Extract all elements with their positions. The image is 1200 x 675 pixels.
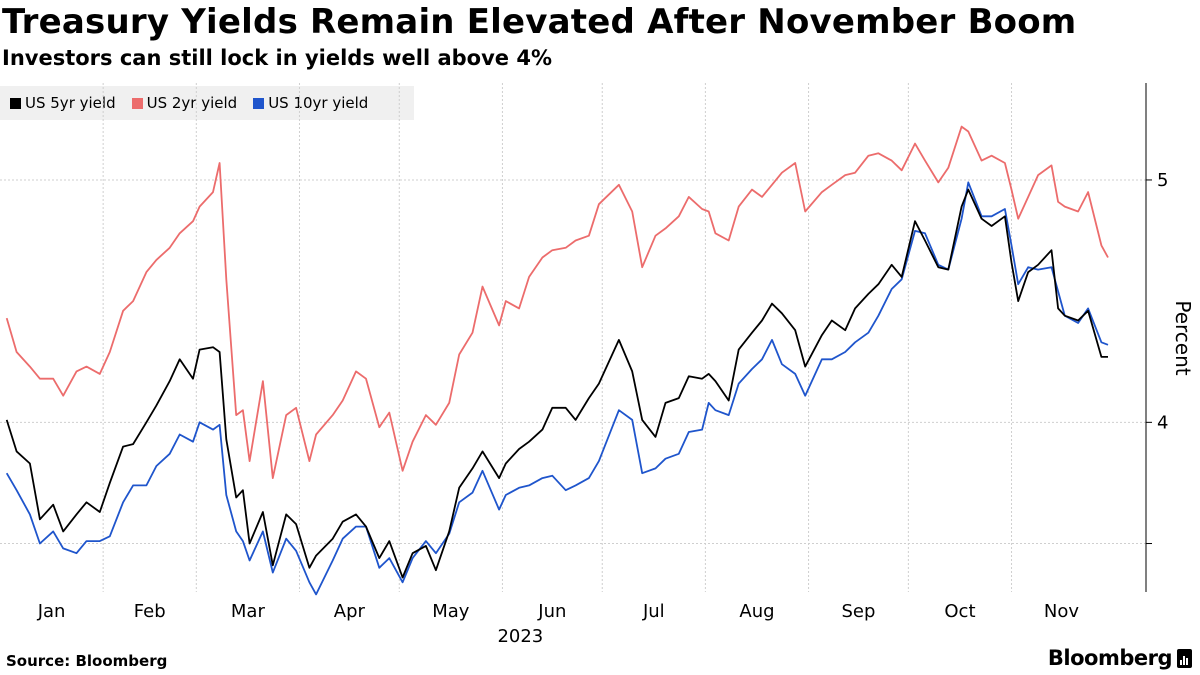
x-axis-year-label: 2023 <box>497 626 543 647</box>
us-2yr-yield-line <box>5 125 1109 479</box>
x-tick-label: Aug <box>739 601 774 622</box>
x-tick-label: Oct <box>944 601 975 622</box>
legend-label-2yr: US 2yr yield <box>146 94 238 112</box>
x-tick-label: Apr <box>334 601 366 622</box>
legend-item-5yr: US 5yr yield <box>10 94 116 112</box>
y-tick-label: 4 <box>1157 412 1168 433</box>
legend-item-10yr: US 10yr yield <box>253 94 368 112</box>
legend-label-5yr: US 5yr yield <box>25 94 116 112</box>
source-note: Source: Bloomberg <box>6 652 168 670</box>
chart-subtitle: Investors can still lock in yields well … <box>2 46 553 70</box>
y-axis-label: Percent <box>1171 300 1195 375</box>
us-5yr-yield-line <box>5 188 1108 579</box>
x-tick-label: Jan <box>37 601 66 622</box>
brand-text: Bloomberg <box>1047 646 1173 670</box>
legend-label-10yr: US 10yr yield <box>268 94 369 112</box>
x-tick-label: Feb <box>134 601 166 622</box>
chart-legend: US 5yr yield US 2yr yield US 10yr yield <box>0 86 414 120</box>
us-10yr-yield-line <box>5 181 1109 596</box>
x-tick-label: Jul <box>642 601 665 622</box>
chart-title: Treasury Yields Remain Elevated After No… <box>2 2 1077 42</box>
bloomberg-mark-icon <box>1177 648 1192 668</box>
legend-swatch-2yr <box>131 97 143 109</box>
bloomberg-logo: Bloomberg <box>1048 646 1192 670</box>
grid-layer <box>0 83 1146 592</box>
x-tick-label: Mar <box>231 601 266 622</box>
legend-swatch-10yr <box>253 97 265 109</box>
series-layer <box>5 125 1109 596</box>
y-tick-label: 5 <box>1157 170 1168 191</box>
legend-swatch-5yr <box>10 97 21 109</box>
axis-layer: Jan Feb Mar Apr May Jun Jul Aug Sep Oct Nov 5 4 <box>37 83 1168 622</box>
legend-item-2yr: US 2yr yield <box>131 94 238 112</box>
x-tick-label: May <box>432 601 470 622</box>
x-tick-label: Jun <box>537 601 566 622</box>
x-tick-label: Nov <box>1044 601 1079 622</box>
x-tick-label: Sep <box>841 601 875 622</box>
